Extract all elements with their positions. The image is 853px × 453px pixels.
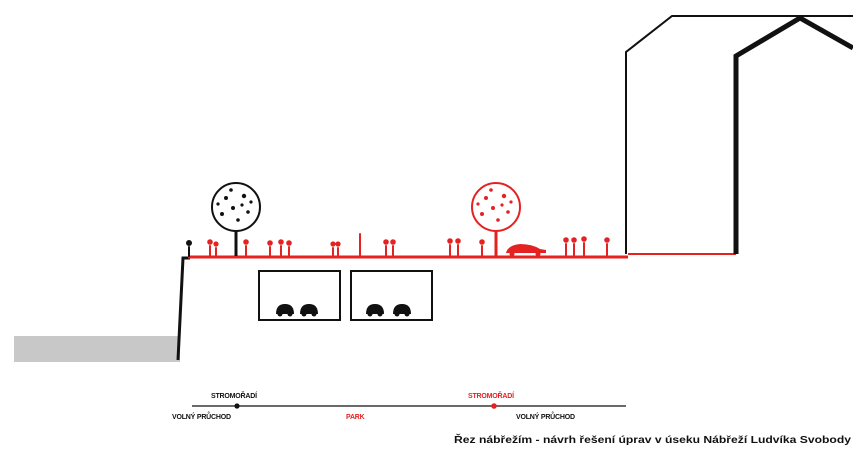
car-icon bbox=[300, 304, 318, 317]
tree-icon bbox=[471, 182, 521, 256]
river-water bbox=[14, 336, 180, 362]
car-icon bbox=[366, 304, 384, 317]
underground-garage-right bbox=[350, 270, 433, 321]
car-icon bbox=[276, 304, 294, 317]
car-icon bbox=[506, 244, 546, 257]
label-volny-pruchod-left: VOLNÝ PRŮCHOD bbox=[172, 411, 231, 421]
label-stromorade-left: STROMOŘADÍ bbox=[211, 391, 258, 400]
people-figures bbox=[186, 233, 610, 257]
embankment-wall bbox=[176, 256, 190, 361]
car-icon bbox=[393, 304, 411, 317]
label-stromorade-right: STROMOŘADÍ bbox=[468, 391, 515, 400]
label-volny-pruchod-right: VOLNÝ PRŮCHOD bbox=[516, 411, 575, 421]
label-park: PARK bbox=[346, 414, 365, 421]
building-outline bbox=[625, 15, 853, 254]
underground-garage-left bbox=[258, 270, 341, 321]
drawing-caption: Řez nábřežím - návrh řešení úprav v úsek… bbox=[454, 433, 852, 446]
stromorade-marker-right bbox=[491, 403, 497, 409]
tree-icon bbox=[211, 182, 261, 256]
stromorade-marker-left bbox=[234, 403, 240, 409]
